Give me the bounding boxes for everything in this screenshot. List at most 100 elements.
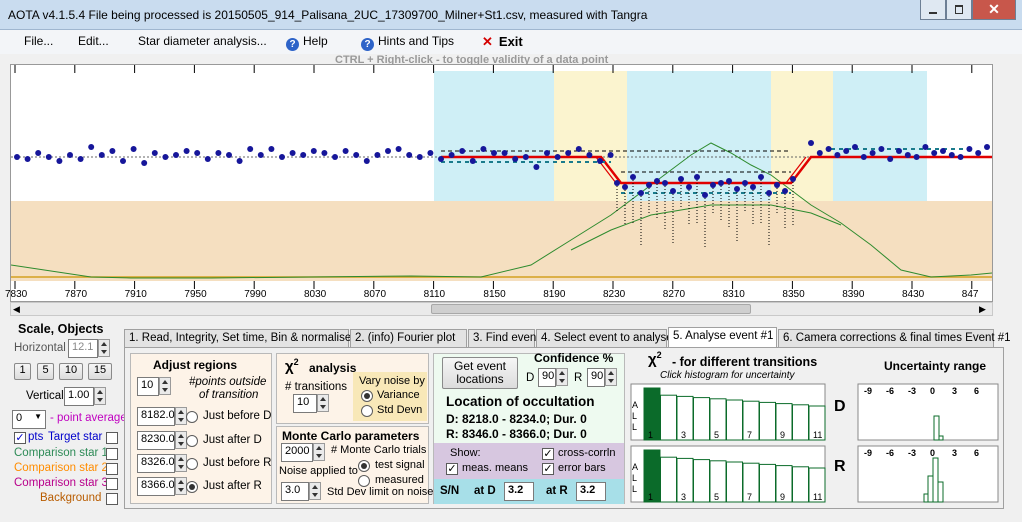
data-point[interactable]: [321, 150, 328, 156]
data-point[interactable]: [750, 184, 756, 190]
maximize-button[interactable]: [946, 0, 972, 20]
data-point[interactable]: [742, 180, 748, 186]
chi2-bar[interactable]: [792, 404, 809, 441]
data-point[interactable]: [702, 192, 708, 198]
data-point[interactable]: [194, 150, 201, 156]
data-point[interactable]: [852, 144, 858, 150]
just-before-d-input[interactable]: 8182.0: [137, 407, 175, 426]
data-point[interactable]: [109, 148, 116, 154]
data-point[interactable]: [332, 154, 338, 160]
chi2-bar[interactable]: [726, 399, 743, 441]
data-point[interactable]: [940, 148, 946, 154]
close-button[interactable]: ✕: [972, 0, 1016, 20]
data-point[interactable]: [480, 146, 487, 152]
data-point[interactable]: [56, 158, 63, 164]
confidence-d-spinner[interactable]: [556, 368, 568, 386]
zoom-5-button[interactable]: 5: [37, 363, 54, 380]
data-point[interactable]: [88, 144, 95, 150]
cross-corrln-checkbox[interactable]: ✓: [542, 448, 554, 460]
data-point[interactable]: [24, 156, 31, 162]
data-point[interactable]: [342, 148, 349, 154]
data-point[interactable]: [860, 154, 867, 160]
data-point[interactable]: [662, 180, 668, 186]
data-point[interactable]: [289, 150, 296, 156]
just-before-r-spinner[interactable]: [175, 454, 187, 472]
exit-menu[interactable]: ✕ Exit: [482, 34, 523, 50]
data-point[interactable]: [718, 180, 724, 186]
just-before-d-radio[interactable]: [186, 411, 198, 423]
data-point[interactable]: [878, 146, 885, 152]
data-point[interactable]: [151, 150, 158, 156]
data-point[interactable]: [204, 156, 211, 162]
data-point[interactable]: [98, 152, 105, 158]
comparison-star-1-checkbox[interactable]: [106, 448, 118, 460]
vertical-scale-spinner[interactable]: [94, 387, 106, 405]
data-point[interactable]: [353, 152, 360, 158]
zoom-15-button[interactable]: 15: [88, 363, 112, 380]
transitions-input[interactable]: 10: [293, 394, 317, 413]
tab-analyse-event[interactable]: 5. Analyse event #1: [668, 327, 777, 348]
data-point[interactable]: [236, 158, 243, 164]
data-point[interactable]: [565, 150, 572, 156]
horizontal-scale-spinner[interactable]: [98, 339, 110, 357]
data-point[interactable]: [279, 154, 285, 160]
data-point[interactable]: [646, 182, 652, 188]
chi2-bar[interactable]: [726, 461, 743, 503]
chi2-bar[interactable]: [660, 456, 677, 503]
light-curve-plot[interactable]: 7830 7870 7910 7950 7990 8030 8070 8110 8150 8190…: [5, 64, 993, 302]
file-menu[interactable]: File...: [24, 34, 54, 48]
data-point[interactable]: [614, 180, 620, 186]
data-point[interactable]: [522, 154, 529, 160]
data-point[interactable]: [686, 184, 692, 190]
confidence-r-spinner[interactable]: [605, 368, 617, 386]
data-point[interactable]: [678, 176, 684, 182]
data-point[interactable]: [544, 150, 550, 156]
data-point[interactable]: [130, 146, 137, 152]
data-point[interactable]: [758, 174, 764, 180]
data-point[interactable]: [834, 152, 841, 158]
data-point[interactable]: [607, 152, 614, 158]
edit-menu[interactable]: Edit...: [78, 34, 109, 48]
data-point[interactable]: [922, 144, 929, 150]
hints-menu[interactable]: ? Hints and Tips: [361, 34, 454, 51]
data-point[interactable]: [215, 150, 222, 156]
data-point[interactable]: [913, 154, 920, 160]
minimize-button[interactable]: [920, 0, 946, 20]
chi2-bar[interactable]: [759, 463, 776, 503]
data-point[interactable]: [438, 156, 444, 162]
monte-carlo-trials-input[interactable]: 2000: [281, 443, 313, 462]
data-point[interactable]: [816, 150, 823, 156]
data-point[interactable]: [825, 146, 832, 152]
data-point[interactable]: [491, 150, 497, 156]
just-after-d-input[interactable]: 8230.0: [137, 431, 175, 450]
tab-fourier-plot[interactable]: 2. (info) Fourier plot: [350, 329, 467, 347]
data-point[interactable]: [448, 152, 455, 158]
chi2-bar[interactable]: [759, 401, 776, 441]
data-point[interactable]: [984, 144, 990, 150]
points-outside-input[interactable]: 10: [137, 377, 159, 396]
just-before-r-input[interactable]: 8326.0: [137, 454, 175, 473]
data-point[interactable]: [654, 178, 660, 184]
data-point[interactable]: [734, 186, 740, 192]
data-point[interactable]: [501, 150, 508, 156]
data-point[interactable]: [173, 152, 179, 158]
std-limit-spinner[interactable]: [309, 482, 321, 500]
data-point[interactable]: [416, 154, 423, 160]
horizontal-scrollbar[interactable]: ◀ ▶: [10, 302, 993, 316]
horizontal-scale-input[interactable]: 12.1: [68, 339, 98, 358]
light-curve-svg[interactable]: [10, 65, 993, 301]
chi2-bar[interactable]: [808, 467, 826, 503]
data-point[interactable]: [14, 154, 20, 160]
std-devn-radio[interactable]: [361, 405, 373, 417]
data-point[interactable]: [887, 156, 894, 162]
data-point[interactable]: [575, 146, 582, 152]
d-uncertainty-frame[interactable]: [857, 383, 999, 441]
chi2-bar[interactable]: [808, 405, 826, 441]
data-point[interactable]: [268, 146, 275, 152]
data-point[interactable]: [948, 152, 955, 158]
data-point[interactable]: [512, 156, 519, 162]
data-point[interactable]: [257, 152, 264, 158]
data-point[interactable]: [310, 148, 317, 154]
data-point[interactable]: [597, 158, 603, 164]
